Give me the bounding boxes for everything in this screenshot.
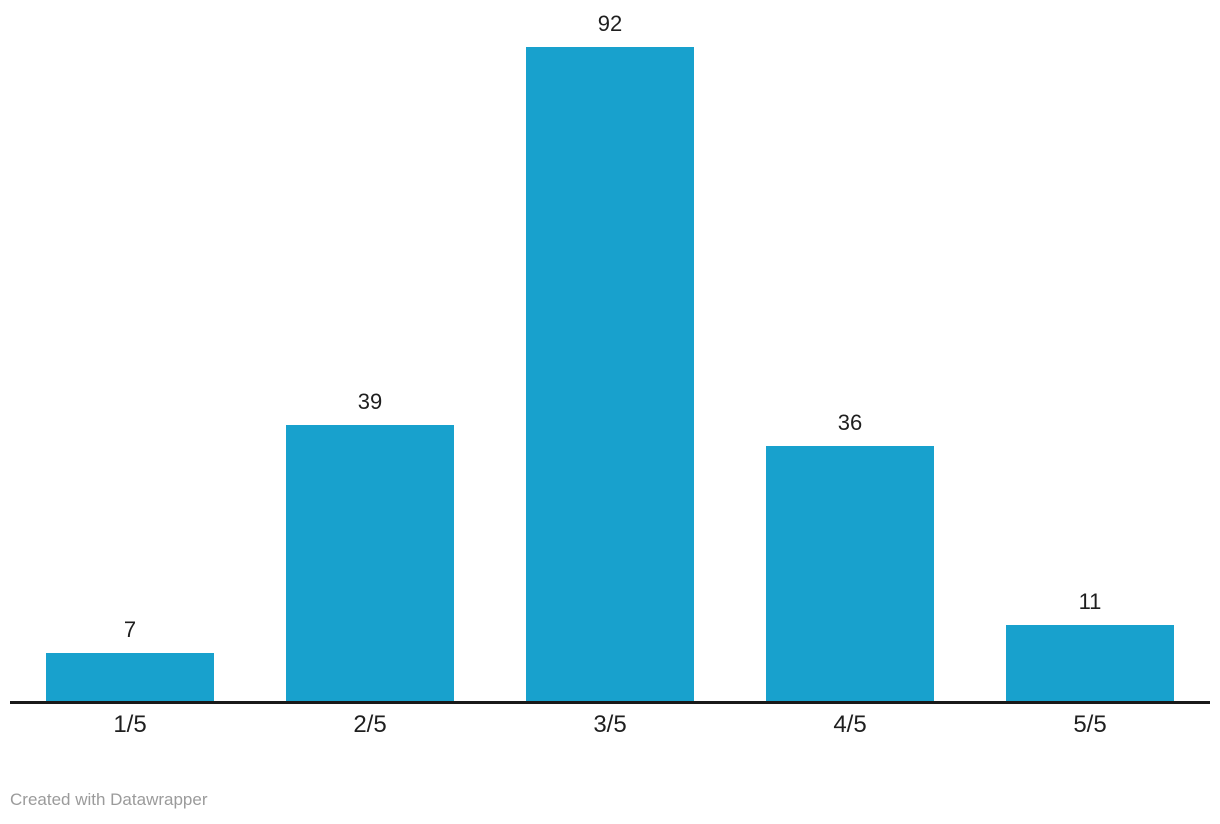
- bar-5-5: [1006, 625, 1174, 703]
- x-tick-label: 3/5: [593, 711, 627, 738]
- bar-value-label: 39: [357, 389, 383, 414]
- bar-1-5: [46, 653, 214, 703]
- bar-value-label: 92: [597, 11, 623, 36]
- bar-value-label: 11: [1078, 589, 1102, 614]
- bar-2-5: [286, 425, 454, 703]
- bar-3-5: [526, 47, 694, 703]
- bar-4-5: [766, 446, 934, 703]
- x-tick-label: 4/5: [833, 711, 867, 738]
- x-tick-label: 5/5: [1073, 711, 1107, 738]
- bar-value-label: 36: [837, 410, 863, 435]
- bar-value-label: 7: [123, 617, 137, 642]
- x-axis-line: [10, 701, 1210, 704]
- x-tick-label: 2/5: [353, 711, 387, 738]
- datawrapper-attribution-link[interactable]: Created with Datawrapper: [10, 790, 208, 809]
- chart-footer: Created with Datawrapper: [10, 789, 207, 811]
- x-tick-label: 1/5: [113, 711, 147, 738]
